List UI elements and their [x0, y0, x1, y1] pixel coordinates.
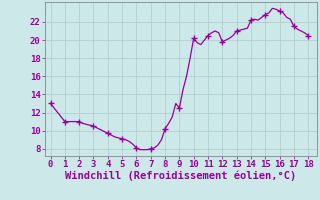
X-axis label: Windchill (Refroidissement éolien,°C): Windchill (Refroidissement éolien,°C)	[65, 171, 296, 181]
